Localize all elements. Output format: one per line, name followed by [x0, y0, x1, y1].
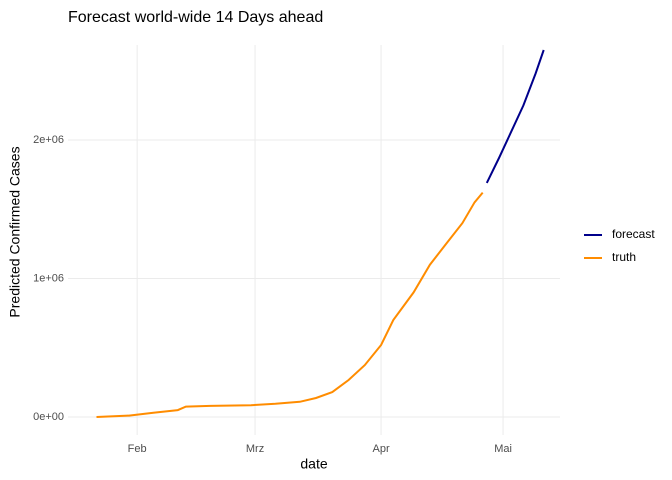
x-tick-label: Mai [494, 443, 512, 455]
x-axis-label: date [300, 456, 327, 472]
x-tick-label: Feb [128, 443, 147, 455]
x-tick-label: Mrz [246, 443, 264, 455]
y-tick-label: 0e+00 [33, 411, 64, 423]
x-tick-label: Apr [373, 443, 390, 455]
series-line [485, 49, 545, 184]
legend-label: forecast [612, 227, 655, 241]
grid [68, 45, 560, 435]
y-tick-label: 2e+06 [33, 134, 64, 146]
y-tick-label: 1e+06 [33, 272, 64, 284]
legend-label: truth [612, 250, 636, 264]
series-line [96, 191, 484, 418]
y-axis-label: Predicted Confirmed Cases [7, 146, 23, 317]
chart-title: Forecast world-wide 14 Days ahead [68, 9, 323, 26]
